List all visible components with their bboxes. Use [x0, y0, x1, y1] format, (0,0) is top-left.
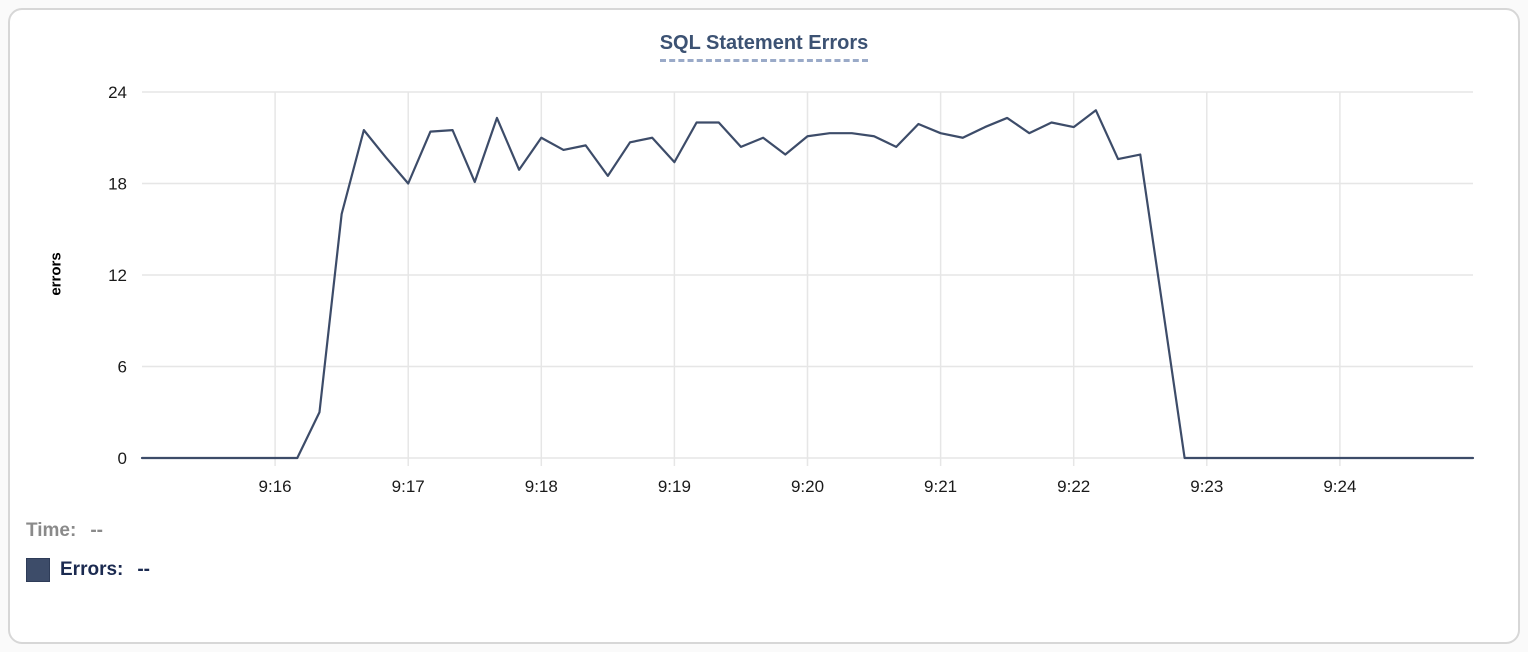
legend-time-label: Time: [26, 520, 77, 541]
y-tick-label: 12 [108, 266, 127, 285]
y-axis-title: errors [47, 252, 65, 296]
chart-legend: Time: -- Errors: -- [10, 502, 1518, 582]
chart-card: SQL Statement Errors 0 6 12 18 24 9:16 9:17 9:1… [8, 8, 1520, 644]
legend-errors-value: -- [137, 559, 151, 580]
errors-line-series[interactable] [140, 109, 1475, 460]
errors-series-swatch [26, 558, 50, 582]
y-tick-label: 24 [108, 83, 127, 102]
x-tick-label: 9:19 [658, 477, 691, 496]
x-tick-label: 9:18 [525, 477, 558, 496]
x-tick-label: 9:17 [392, 477, 425, 496]
y-tick-label: 18 [108, 175, 127, 194]
x-tick-label: 9:20 [791, 477, 824, 496]
legend-time-value: -- [90, 520, 103, 541]
x-tick-label: 9:21 [924, 477, 957, 496]
x-tick-label: 9:16 [259, 477, 292, 496]
x-tick-label: 9:24 [1323, 477, 1356, 496]
legend-time-row: Time: -- [26, 520, 1518, 542]
chart-header: SQL Statement Errors [10, 10, 1518, 62]
y-tick-label: 6 [118, 358, 127, 377]
errors-line-chart[interactable]: 0 6 12 18 24 9:16 9:17 9:18 9:19 9:20 9:21 9:22 9:23… [10, 62, 1520, 502]
legend-errors-label: Errors: [60, 559, 124, 580]
chart-title[interactable]: SQL Statement Errors [659, 32, 869, 62]
legend-errors-row: Errors: -- [26, 558, 1518, 582]
chart-area: 0 6 12 18 24 9:16 9:17 9:18 9:19 9:20 9:21 9:22 9:23… [10, 62, 1518, 502]
y-tick-label: 0 [118, 449, 127, 468]
x-tick-label: 9:22 [1057, 477, 1090, 496]
x-tick-label: 9:23 [1190, 477, 1223, 496]
